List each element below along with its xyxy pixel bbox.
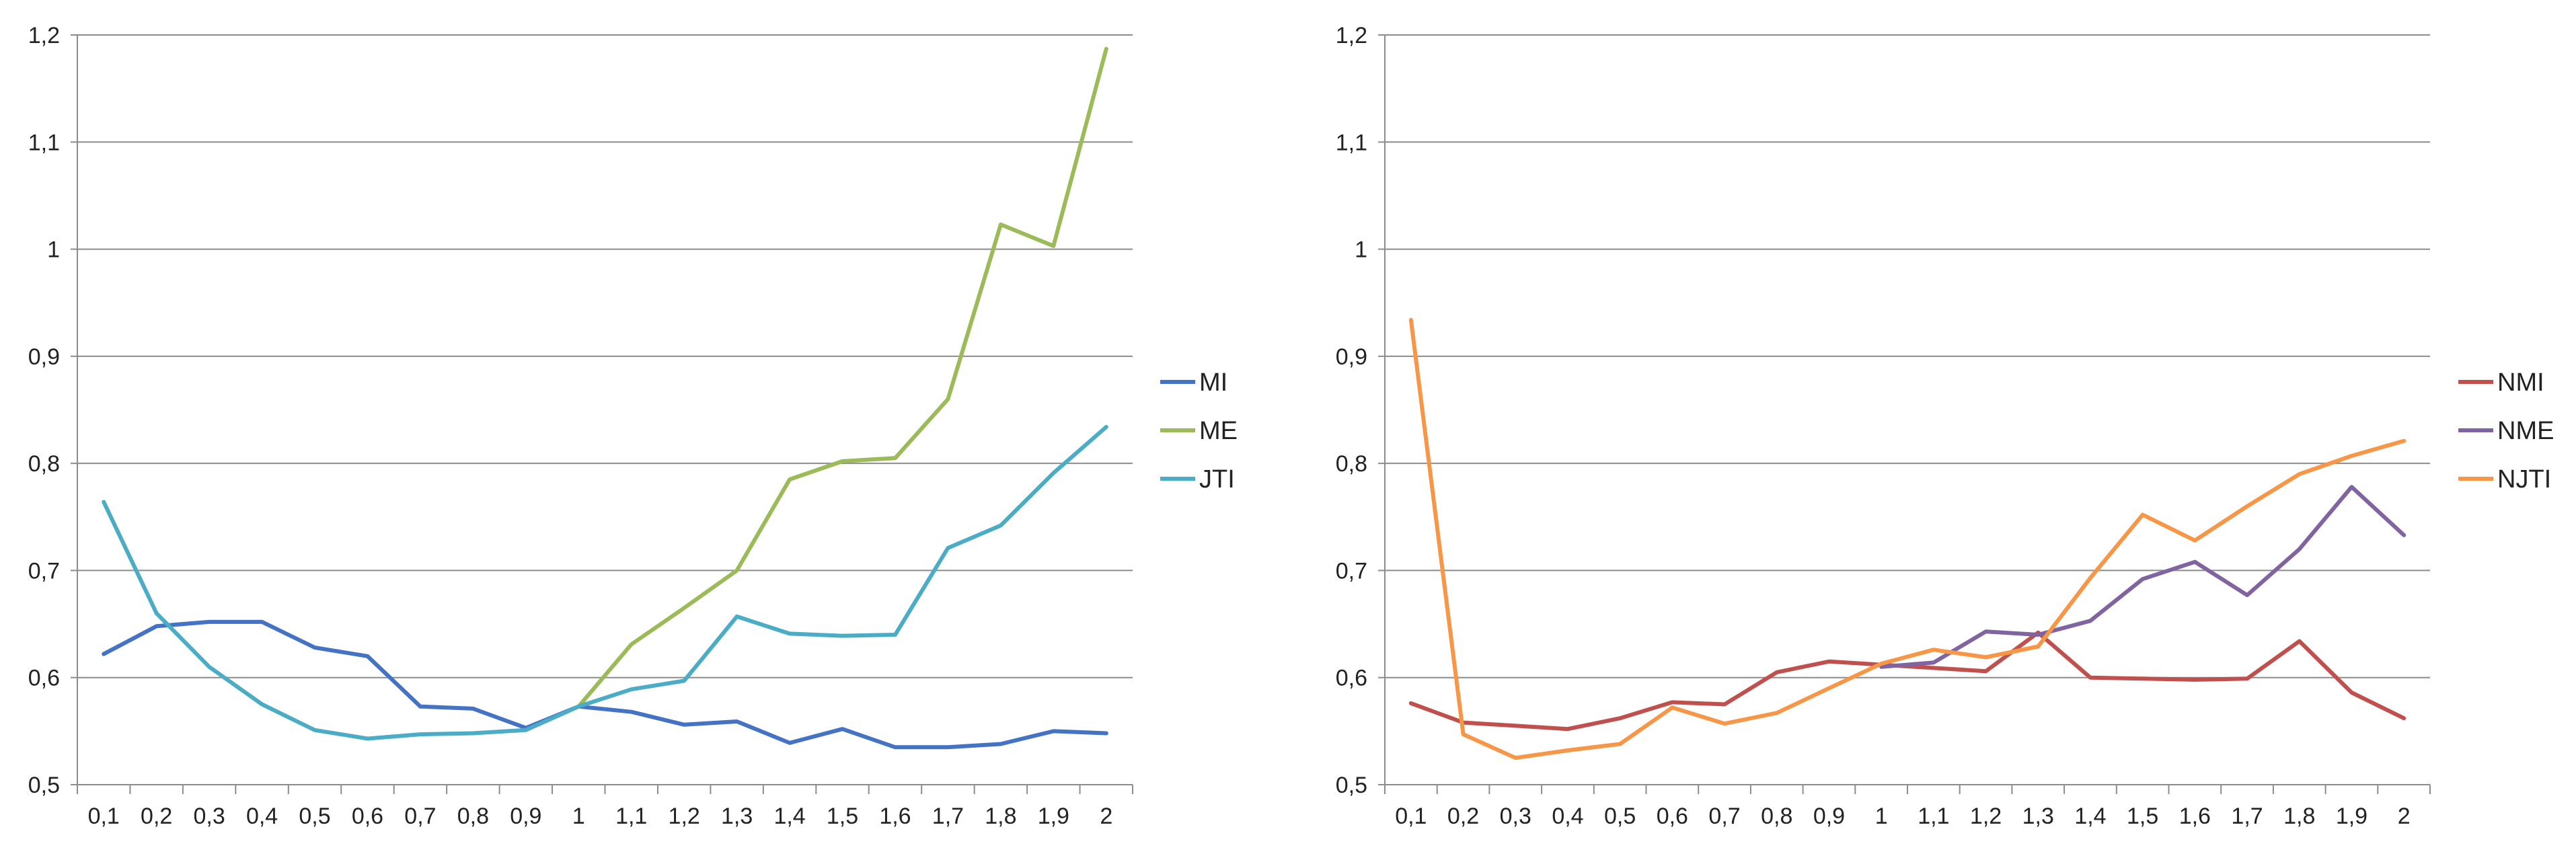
x-tick-label: 2 <box>1100 804 1112 829</box>
x-tick-label: 1,9 <box>2336 804 2367 829</box>
x-tick-label: 0,8 <box>457 804 489 829</box>
legend-label: NJTI <box>2497 465 2551 494</box>
x-tick-label: 1,7 <box>932 804 964 829</box>
y-tick-label: 1,2 <box>1336 23 1367 48</box>
series-line-nmi <box>1408 630 2407 732</box>
x-tick-label: 0,1 <box>1395 804 1427 829</box>
y-tick-label: 0,6 <box>28 666 60 691</box>
x-tick-label: 0,5 <box>299 804 330 829</box>
x-tick-label: 1,5 <box>2127 804 2158 829</box>
x-tick-label: 1,2 <box>1970 804 2002 829</box>
x-tick-label: 0,8 <box>1761 804 1792 829</box>
legend: NMI NME NJTI <box>2458 368 2554 494</box>
x-tick-label: 0,1 <box>88 804 120 829</box>
x-tick-label: 1,7 <box>2231 804 2263 829</box>
y-tick-label: 0,5 <box>1336 773 1367 798</box>
x-tick-label: 1,5 <box>827 804 858 829</box>
x-tick-label: 1 <box>572 804 585 829</box>
x-tick-label: 1,4 <box>773 804 805 829</box>
legend-label: MI <box>1199 368 1227 397</box>
x-tick-label: 1,9 <box>1038 804 1069 829</box>
x-tick-label: 0,9 <box>510 804 541 829</box>
x-tick-label: 1,6 <box>879 804 911 829</box>
x-tick-label: 1,2 <box>669 804 700 829</box>
x-tick-label: 0,2 <box>1447 804 1479 829</box>
right-line-chart: 0,5 0,6 0,7 0,8 0,9 1 1,1 1,2 0,1 0,2 0,3 0,4 0,5 0,6… <box>1336 23 2554 829</box>
y-tick-label: 0,9 <box>28 344 60 370</box>
series-line-njti <box>1408 317 2407 760</box>
series-line-me <box>576 46 1108 709</box>
y-tick-label: 0,7 <box>1336 558 1367 584</box>
y-tick-label: 1 <box>1355 237 1367 263</box>
y-tick-label: 0,5 <box>28 773 60 798</box>
x-tick-label: 1,4 <box>2074 804 2106 829</box>
x-tick-label: 0,2 <box>141 804 172 829</box>
x-tick-label: 1 <box>1875 804 1888 829</box>
series-line-mi <box>102 619 1108 750</box>
x-tick-label: 1,3 <box>721 804 753 829</box>
legend: MI ME JTI <box>1160 368 1238 494</box>
x-tick-label: 0,6 <box>352 804 383 829</box>
y-tick-label: 0,7 <box>28 558 60 584</box>
x-tick-label: 0,3 <box>1500 804 1531 829</box>
y-tick-label: 0,9 <box>1336 344 1367 370</box>
legend-label: JTI <box>1199 465 1235 494</box>
series-line-jti <box>102 425 1108 741</box>
x-tick-label: 0,9 <box>1813 804 1845 829</box>
y-tick-label: 1 <box>47 237 60 263</box>
x-tick-label: 0,5 <box>1604 804 1636 829</box>
x-tick-label: 1,8 <box>2283 804 2315 829</box>
x-tick-label: 0,3 <box>193 804 225 829</box>
legend-label: NMI <box>2497 368 2544 397</box>
x-tick-label: 0,4 <box>246 804 278 829</box>
y-tick-label: 0,6 <box>1336 666 1367 691</box>
y-tick-label: 1,2 <box>28 23 60 48</box>
x-tick-label: 1,8 <box>985 804 1016 829</box>
legend-label: ME <box>1199 417 1238 445</box>
x-tick-label: 0,6 <box>1657 804 1688 829</box>
legend-label: NME <box>2497 417 2554 445</box>
x-tick-label: 0,7 <box>404 804 436 829</box>
y-tick-label: 0,8 <box>28 451 60 477</box>
x-tick-label: 1,1 <box>615 804 647 829</box>
x-tick-label: 2 <box>2398 804 2411 829</box>
y-tick-label: 1,1 <box>1336 130 1367 155</box>
x-tick-label: 1,1 <box>1918 804 1949 829</box>
series-line-nme <box>1879 485 2407 669</box>
x-tick-label: 0,7 <box>1708 804 1740 829</box>
y-tick-label: 1,1 <box>28 130 60 155</box>
x-tick-label: 1,3 <box>2022 804 2054 829</box>
x-tick-label: 1,6 <box>2179 804 2211 829</box>
y-tick-label: 0,8 <box>1336 451 1367 477</box>
x-tick-label: 0,4 <box>1552 804 1583 829</box>
left-line-chart: 0,5 0,6 0,7 0,8 0,9 1 1,1 1,2 0,1 0,2 0,3 0,4 0,5 0,6… <box>28 23 1238 829</box>
